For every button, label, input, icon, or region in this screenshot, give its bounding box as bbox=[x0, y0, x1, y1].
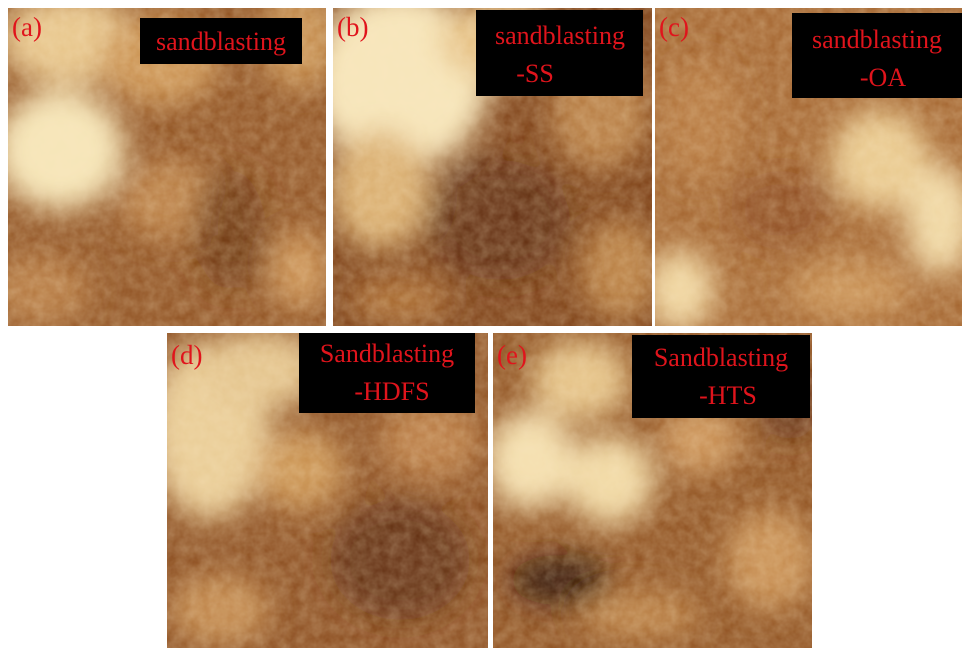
caption: sandblasting bbox=[812, 25, 942, 54]
panel-label: (c) bbox=[659, 12, 689, 42]
panel-label: (d) bbox=[171, 340, 202, 370]
caption: -HDFS bbox=[354, 377, 429, 406]
caption: Sandblasting bbox=[654, 343, 788, 372]
caption: -OA bbox=[860, 63, 906, 92]
caption: Sandblasting bbox=[320, 339, 454, 368]
caption: -HTS bbox=[699, 381, 757, 410]
panel-label: (a) bbox=[12, 12, 42, 42]
caption: sandblasting bbox=[156, 27, 286, 56]
caption: sandblasting bbox=[495, 21, 625, 50]
figure: (a) (b) (c) (d) (e) sandblasting sandbla… bbox=[0, 0, 965, 648]
caption: -SS bbox=[516, 59, 554, 88]
panel-label: (b) bbox=[337, 12, 368, 42]
panel-label: (e) bbox=[497, 340, 527, 370]
